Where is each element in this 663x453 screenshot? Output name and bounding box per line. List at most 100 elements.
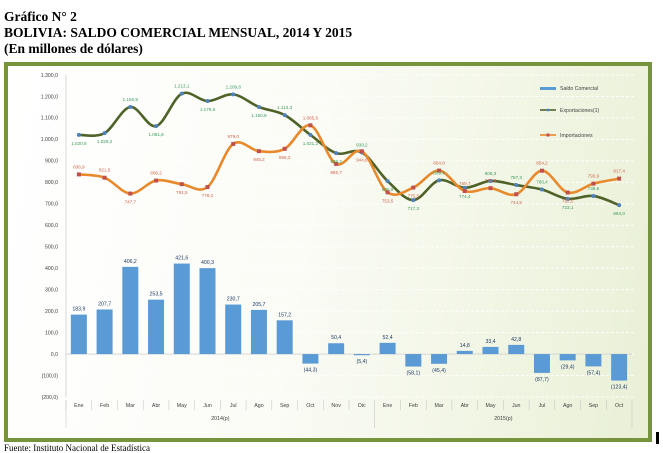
x-tick-label: Ene: [74, 403, 83, 409]
imports-marker: [128, 191, 133, 196]
exports-marker: [102, 131, 107, 136]
imports-marker: [282, 146, 287, 151]
x-tick-label: Jul: [230, 403, 237, 409]
imports-line: [78, 124, 620, 197]
x-tick-label: Jul: [539, 403, 546, 409]
imports-data-label: 885,7: [330, 170, 342, 175]
bar-data-label: 157,2: [278, 312, 291, 318]
bar-data-label: 205,7: [252, 302, 265, 308]
bar-ago: [250, 309, 267, 355]
bar-nov: [328, 343, 345, 355]
x-tick-label: Jun: [203, 403, 212, 409]
imports-data-label: 956,2: [279, 155, 291, 160]
x-tick-label: Abr: [461, 403, 469, 409]
bar-data-label: 400,3: [201, 260, 214, 266]
chart-title: BOLIVIA: SALDO COMERCIAL MENSUAL, 2014 Y…: [4, 25, 353, 40]
x-tick-label: Dic: [358, 403, 366, 409]
exports-marker: [308, 132, 313, 137]
x-tick-label: Sep: [280, 403, 289, 409]
bar-mar: [431, 354, 448, 364]
x-tick-label: Ago: [563, 403, 572, 409]
x-tick-label: Mar: [434, 403, 443, 409]
imports-data-label: 775,5: [408, 194, 420, 199]
y-tick-label: 100,0: [45, 330, 58, 336]
imports-data-label: 752,5: [562, 199, 574, 204]
x-tick-label: Ene: [383, 403, 392, 409]
imports-marker: [462, 188, 467, 193]
exports-data-label: 1.150,9: [251, 113, 267, 118]
exports-line: [78, 91, 620, 207]
exports-marker: [437, 178, 442, 183]
y-tick-label: 500,0: [45, 245, 58, 251]
bar-dic: [353, 354, 370, 356]
bar-data-label: (87,7): [535, 377, 549, 383]
exports-data-label: 805,9: [382, 187, 394, 192]
x-tick-label: Oct: [615, 403, 624, 409]
bar-data-label: 253,5: [150, 292, 163, 298]
bar-may: [173, 263, 190, 355]
exports-marker: [128, 105, 133, 110]
exports-marker: [334, 151, 339, 156]
x-group-label: 2014(p): [211, 416, 229, 422]
y-tick-label: 700,0: [45, 202, 58, 208]
exports-marker: [488, 178, 493, 183]
imports-marker: [488, 186, 493, 191]
y-tick-label: 900,0: [45, 159, 58, 165]
y-tick-label: 0,0: [51, 352, 58, 358]
exports-marker: [514, 183, 519, 188]
exports-data-label: 1.020,8: [71, 141, 87, 146]
legend-label: Exportaciones(1): [560, 108, 599, 114]
imports-marker: [385, 190, 390, 195]
imports-marker: [154, 178, 159, 183]
bar-data-label: 207,7: [98, 301, 111, 307]
exports-marker: [565, 196, 570, 201]
legend-marker-exports: [546, 108, 550, 112]
imports-data-label: 854,2: [536, 161, 548, 166]
x-tick-label: May: [177, 403, 187, 409]
bar-data-label: 42,8: [511, 337, 521, 343]
chart-number: Gráfico N° 2: [4, 9, 77, 24]
bar-sep: [276, 320, 293, 355]
y-tick-label: 1.300,0: [41, 73, 58, 79]
exports-data-label: 809,4: [433, 170, 445, 175]
y-tick-label: 300,0: [45, 287, 58, 293]
imports-data-label: 944,6: [356, 157, 368, 162]
bar-data-label: 14,8: [460, 343, 470, 349]
legend-swatch-saldo: [540, 87, 556, 90]
imports-marker: [565, 190, 570, 195]
x-tick-label: Nov: [331, 403, 341, 409]
bar-data-label: (123,4): [611, 385, 628, 391]
bar-ene: [70, 314, 87, 355]
imports-data-label: 772,9: [485, 178, 497, 183]
y-tick-label: (200,0): [42, 395, 59, 401]
exports-marker: [76, 132, 81, 137]
bar-data-label: (45,4): [432, 368, 446, 374]
imports-data-label: 793,9: [588, 174, 600, 179]
imports-marker: [411, 185, 416, 190]
exports-data-label: 939,2: [356, 142, 368, 147]
exports-marker: [231, 92, 236, 97]
exports-data-label: 806,3: [485, 171, 497, 176]
text-cursor: [656, 432, 659, 444]
imports-marker: [617, 176, 622, 181]
bar-abr: [148, 299, 165, 355]
exports-data-label: 1.061,8: [148, 132, 164, 137]
bar-sep: [585, 354, 602, 367]
exports-marker: [411, 198, 416, 203]
x-tick-label: Feb: [409, 403, 418, 409]
bar-data-label: (57,4): [587, 370, 601, 376]
imports-data-label: 979,0: [227, 134, 239, 139]
y-tick-label: 800,0: [45, 180, 58, 186]
imports-marker: [591, 181, 596, 186]
bar-feb: [405, 354, 422, 367]
exports-marker: [462, 185, 467, 190]
bar-jul: [533, 354, 550, 373]
bar-data-label: 52,4: [383, 335, 393, 341]
exports-data-label: 766,4: [536, 180, 548, 185]
exports-marker: [617, 203, 622, 208]
y-tick-label: 1.200,0: [41, 94, 58, 100]
exports-marker: [205, 99, 210, 104]
exports-marker: [539, 187, 544, 192]
imports-data-label: 778,2: [202, 193, 214, 198]
